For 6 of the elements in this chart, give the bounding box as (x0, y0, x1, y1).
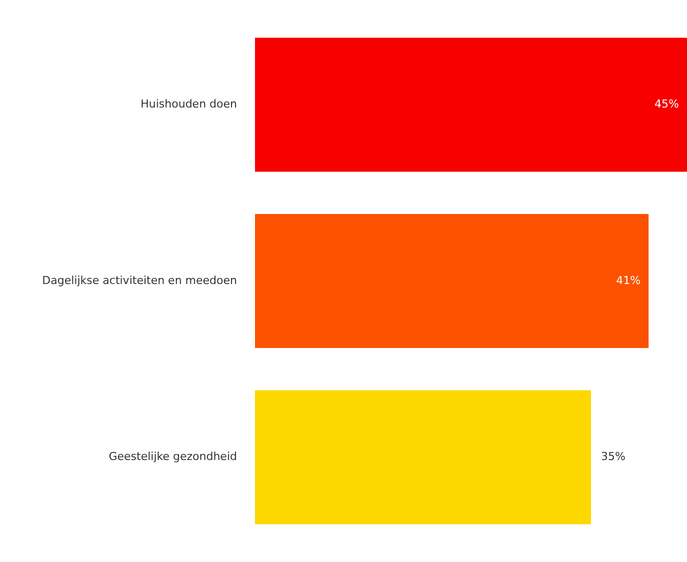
y-tick-label: Dagelijkse activiteiten en meedoen (42, 274, 238, 287)
data-label: 45% (654, 98, 679, 111)
data-label: 35% (601, 450, 626, 464)
y-tick-label: Geestelijke gezondheid (108, 450, 237, 464)
data-label: 41% (616, 274, 641, 287)
y-tick-label: Huishouden doen (140, 98, 238, 111)
